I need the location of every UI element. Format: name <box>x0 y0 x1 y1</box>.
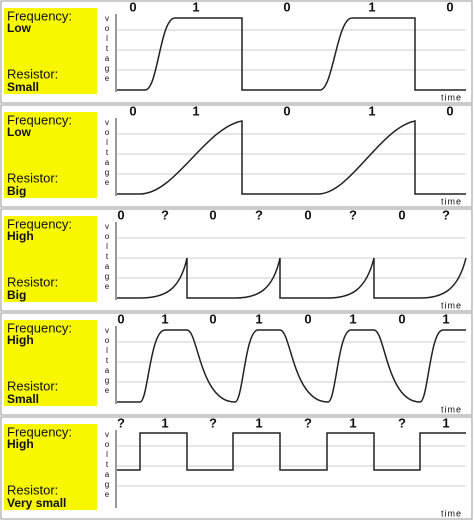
bit-label: ? <box>255 207 263 222</box>
bit-label: 1 <box>349 311 356 326</box>
panel-frame <box>0 416 473 520</box>
bit-label: 0 <box>398 207 405 222</box>
resistor-value: Small <box>7 392 39 406</box>
bit-label: 0 <box>117 311 124 326</box>
bit-label: 1 <box>255 311 262 326</box>
waveform <box>117 120 466 195</box>
bit-label: 1 <box>442 415 449 430</box>
frequency-value: Low <box>7 125 32 139</box>
frequency-label: Frequency: <box>7 424 72 439</box>
x-axis-label: time <box>441 92 462 102</box>
bit-label: 0 <box>129 0 136 14</box>
resistor-label: Resistor: <box>7 482 58 497</box>
frequency-value: High <box>7 229 34 243</box>
panel: Frequency:Low Resistor:Small voltage time 0 1… <box>0 0 473 104</box>
resistor-value: Big <box>7 184 26 198</box>
resistor-label: Resistor: <box>7 378 58 393</box>
resistor-label: Resistor: <box>7 274 58 289</box>
waveform <box>117 432 466 471</box>
panel-frame <box>0 104 473 208</box>
bit-label: ? <box>349 207 357 222</box>
bit-label: ? <box>442 207 450 222</box>
resistor-label: Resistor: <box>7 170 58 185</box>
bit-label: 1 <box>255 415 262 430</box>
bit-label: ? <box>209 415 217 430</box>
x-axis-label: time <box>441 196 462 206</box>
waveform <box>117 329 466 403</box>
resistor-value: Big <box>7 288 26 302</box>
bit-label: 1 <box>368 103 375 118</box>
y-axis-label: voltage <box>103 118 112 188</box>
frequency-value: High <box>7 333 34 347</box>
bit-label: 1 <box>349 415 356 430</box>
bit-label: 1 <box>161 415 168 430</box>
resistor-value: Very small <box>7 496 66 510</box>
resistor-value: Small <box>7 80 39 94</box>
bit-label: 1 <box>368 0 375 14</box>
bit-label: 0 <box>129 103 136 118</box>
bit-label: 0 <box>304 311 311 326</box>
bit-label: 1 <box>192 0 199 14</box>
bit-label: 0 <box>209 207 216 222</box>
label-box <box>4 320 97 406</box>
bit-label: 0 <box>304 207 311 222</box>
bit-label: 1 <box>442 311 449 326</box>
bit-label: ? <box>161 207 169 222</box>
frequency-value: High <box>7 437 34 451</box>
bit-label: 0 <box>446 103 453 118</box>
bit-label: ? <box>398 415 406 430</box>
label-box <box>4 8 97 94</box>
panel: Frequency:High Resistor:Very small voltage… <box>0 415 473 520</box>
bit-label: 0 <box>209 311 216 326</box>
bit-label: 1 <box>192 103 199 118</box>
waveform <box>117 257 467 299</box>
frequency-label: Frequency: <box>7 112 72 127</box>
bit-label: 1 <box>161 311 168 326</box>
label-box <box>4 424 97 510</box>
label-box <box>4 216 97 302</box>
bit-label: 0 <box>283 0 290 14</box>
y-axis-label: voltage <box>103 222 112 292</box>
label-box <box>4 112 97 198</box>
resistor-label: Resistor: <box>7 66 58 81</box>
y-axis-label: voltage <box>103 326 112 396</box>
bit-label: 0 <box>117 207 124 222</box>
x-axis-label: time <box>441 300 462 310</box>
bit-label: ? <box>304 415 312 430</box>
frequency-label: Frequency: <box>7 320 72 335</box>
frequency-value: Low <box>7 21 32 35</box>
panel: Frequency:High Resistor:Big voltage time 0? 0… <box>0 207 473 312</box>
y-axis-label: voltage <box>103 14 112 84</box>
bit-label: 0 <box>446 0 453 14</box>
bit-label: 0 <box>283 103 290 118</box>
waveform <box>117 17 466 91</box>
panel-frame <box>0 208 473 312</box>
x-axis-label: time <box>441 508 462 518</box>
y-axis-label: voltage <box>103 430 112 500</box>
panel-frame <box>0 312 473 416</box>
x-axis-label: time <box>441 404 462 414</box>
frequency-label: Frequency: <box>7 8 72 23</box>
bit-label: ? <box>117 415 125 430</box>
panel: Frequency:Low Resistor:Big voltage time 0 1 0 1… <box>0 103 473 208</box>
panel-frame <box>0 0 473 104</box>
frequency-label: Frequency: <box>7 216 72 231</box>
bit-label: 0 <box>398 311 405 326</box>
panel: Frequency:High Resistor:Small voltage time 0… <box>0 311 473 416</box>
